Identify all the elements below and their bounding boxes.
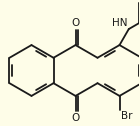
Text: O: O bbox=[71, 113, 80, 122]
Text: Br: Br bbox=[121, 111, 133, 121]
Text: HN: HN bbox=[113, 18, 128, 28]
Text: O: O bbox=[71, 18, 80, 28]
